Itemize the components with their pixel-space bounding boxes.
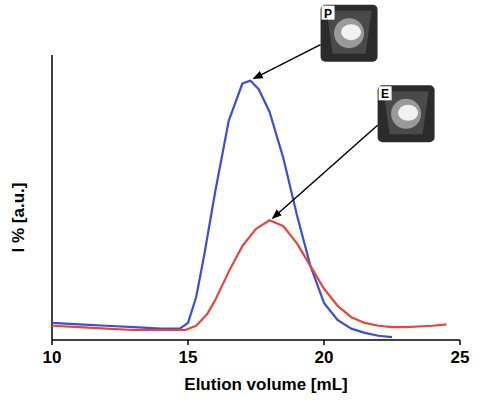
line-series <box>52 81 392 338</box>
inset-photo: E <box>378 85 435 142</box>
arrow <box>254 45 321 79</box>
x-tick-label: 10 <box>43 348 62 367</box>
inset-letter-bg <box>379 86 392 100</box>
inset-drop <box>334 18 364 48</box>
x-tick <box>459 340 461 345</box>
x-tick <box>51 340 53 345</box>
x-tick <box>323 340 325 345</box>
x-tick <box>187 340 189 345</box>
inset-frame <box>321 5 378 62</box>
y-axis-title: I % [a.u.] <box>9 183 28 253</box>
chart: 10 15 20 25 Elution volume [mL] I % [a.u.] P E <box>0 0 485 404</box>
x-axis-title: Elution volume [mL] <box>184 375 347 394</box>
inset-drop <box>391 99 421 129</box>
plot-area <box>52 81 446 338</box>
inset-frame <box>378 85 435 142</box>
x-axis <box>52 339 460 341</box>
x-tick-label: 25 <box>451 348 470 367</box>
inset-crystals <box>398 105 418 121</box>
inset-letter-bg <box>322 6 335 20</box>
series-label: P <box>324 7 332 21</box>
series-label: E <box>381 87 389 101</box>
x-tick-label: 20 <box>315 348 334 367</box>
arrow <box>273 125 378 218</box>
inset-photo: P <box>321 5 378 62</box>
x-tick-label: 15 <box>179 348 198 367</box>
line-series <box>52 220 446 330</box>
y-axis <box>51 55 53 340</box>
inset-crystals <box>341 24 361 40</box>
